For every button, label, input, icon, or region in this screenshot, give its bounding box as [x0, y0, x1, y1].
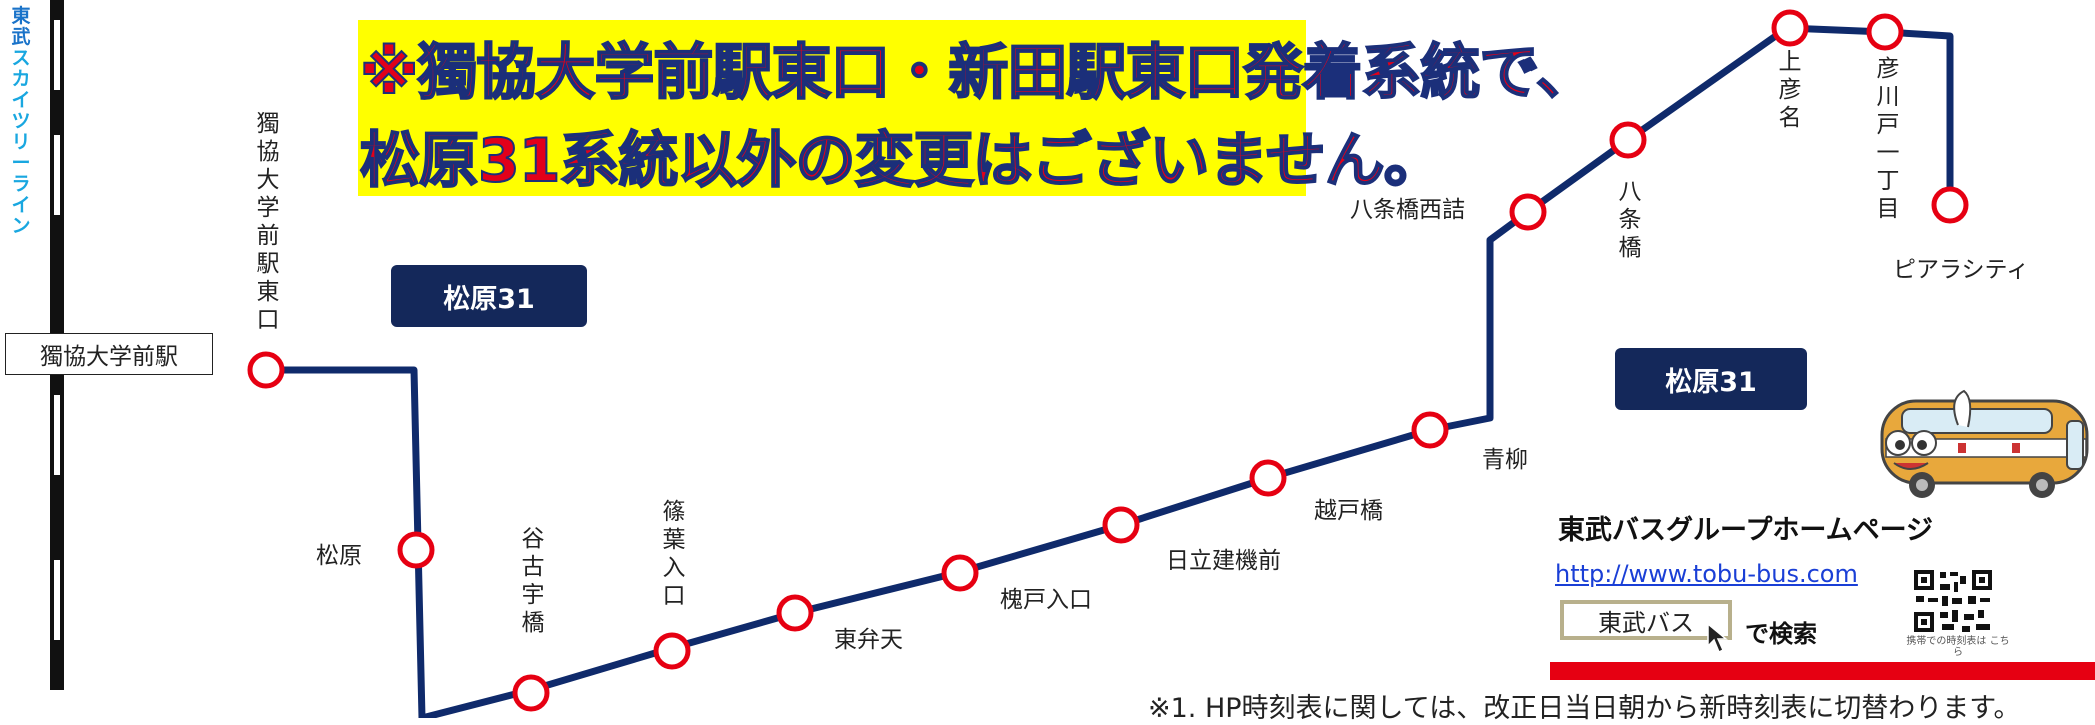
- stop-label-hikokawado-1: 彦川戸一丁目: [1874, 55, 1902, 223]
- stop-label-dokkyo-east: 獨協大学前駅東口: [254, 110, 282, 334]
- stop-label-hachijobashi-nishizume: 八条橋西詰: [1350, 197, 1465, 223]
- rail-label-char: ー: [11, 152, 31, 174]
- vertical-char: 口: [662, 583, 686, 609]
- bus-mascot-icon: [1862, 385, 2094, 505]
- route-badge-right: 松原31: [1615, 348, 1807, 410]
- stop-marker-dokkyo-east[interactable]: [247, 351, 285, 389]
- stop-marker-hachijobashi[interactable]: [1609, 121, 1647, 159]
- vertical-char: 谷: [521, 526, 545, 552]
- rail-label-char: リ: [11, 131, 31, 153]
- stop-label-shinoha-iriguchi: 篠葉入口: [660, 498, 688, 610]
- vertical-char: 葉: [662, 527, 686, 553]
- vertical-char: 彦: [1778, 77, 1802, 103]
- notice-line-1: ※獨協大学前駅東口・新田駅東口発着系統で、: [359, 37, 1597, 109]
- vertical-char: 大: [256, 167, 280, 193]
- vertical-char: 口: [256, 307, 280, 333]
- vertical-char: 川: [1876, 84, 1900, 110]
- stop-label-aoyagi: 青柳: [1482, 447, 1528, 473]
- vertical-char: 篠: [662, 499, 686, 525]
- rail-line-label: 東武スカイツリーライン: [10, 6, 32, 237]
- stop-marker-pier-city[interactable]: [1931, 186, 1969, 224]
- stop-marker-hitachi-kenki[interactable]: [1102, 506, 1140, 544]
- vertical-char: 丁: [1876, 168, 1900, 194]
- stop-marker-kami-hikona[interactable]: [1771, 9, 1809, 47]
- vertical-char: 一: [1876, 140, 1900, 166]
- accent-bar: [1550, 662, 2095, 680]
- vertical-char: 入: [662, 555, 686, 581]
- rail-label-char: ラ: [11, 173, 31, 195]
- rail-label-char: 東: [11, 5, 31, 27]
- stop-label-pier-city: ピアラシティ: [1893, 257, 2030, 283]
- notice-banner: [358, 20, 1306, 196]
- vertical-char: 協: [256, 139, 280, 165]
- search-suffix: で検索: [1745, 620, 1817, 648]
- stop-marker-hikokawado-1[interactable]: [1866, 13, 1904, 51]
- vertical-char: 橋: [521, 610, 545, 636]
- vertical-char: 前: [256, 223, 280, 249]
- stop-label-higashi-benten: 東弁天: [834, 627, 903, 653]
- stop-marker-higashi-benten[interactable]: [776, 594, 814, 632]
- search-keyword: 東武バス: [1598, 608, 1694, 637]
- rail-label-char: ン: [11, 215, 31, 237]
- rail-label-char: 武: [11, 26, 31, 48]
- notice-line-2: 松原31系統以外の変更はございません。: [359, 125, 1445, 197]
- route-badge-left: 松原31: [391, 265, 587, 327]
- vertical-char: 学: [256, 195, 280, 221]
- vertical-char: 橋: [1618, 235, 1642, 261]
- homepage-title: 東武バスグループホームページ: [1558, 515, 1934, 546]
- stop-marker-koshidobashi[interactable]: [1249, 459, 1287, 497]
- stop-label-hitachi-kenki: 日立建機前: [1166, 548, 1281, 574]
- vertical-char: 条: [1618, 207, 1642, 233]
- search-keyword-box[interactable]: 東武バス: [1560, 600, 1732, 640]
- stop-label-hachijobashi: 八条橋: [1616, 178, 1644, 262]
- rail-label-char: ツ: [11, 110, 31, 132]
- stop-label-enjudo-iriguchi: 槐戸入口: [1000, 587, 1092, 613]
- stop-marker-matsubara[interactable]: [397, 531, 435, 569]
- qr-caption: 携帯での時刻表は こちら: [1906, 636, 2010, 658]
- stop-marker-hachijobashi-nishizume[interactable]: [1509, 193, 1547, 231]
- rail-label-char: ス: [11, 47, 31, 69]
- route-stops: [247, 9, 1969, 712]
- stop-marker-yakoubashi[interactable]: [512, 674, 550, 712]
- stop-marker-enjudo-iriguchi[interactable]: [941, 554, 979, 592]
- vertical-char: 上: [1778, 49, 1802, 75]
- vertical-char: 古: [521, 554, 545, 580]
- vertical-char: 目: [1876, 196, 1900, 222]
- vertical-char: 宇: [521, 582, 545, 608]
- stop-label-kami-hikona: 上彦名: [1776, 48, 1804, 132]
- vertical-char: 戸: [1876, 112, 1900, 138]
- cursor-icon: [1706, 622, 1729, 654]
- stop-label-matsubara: 松原: [316, 543, 362, 569]
- rail-station-box: 獨協大学前駅: [5, 333, 213, 375]
- vertical-char: 八: [1618, 179, 1642, 205]
- stop-marker-shinoha-iriguchi[interactable]: [653, 632, 691, 670]
- vertical-char: 彦: [1876, 56, 1900, 82]
- rail-label-char: イ: [11, 89, 31, 111]
- homepage-link[interactable]: http://www.tobu-bus.com: [1555, 560, 1858, 588]
- vertical-char: 駅: [256, 251, 280, 277]
- footnote: ※1. HP時刻表に関しては、改正日当日朝から新時刻表に切替わります。: [1148, 693, 2021, 724]
- rail-label-char: カ: [11, 68, 31, 90]
- qr-code-icon[interactable]: [1912, 568, 1994, 634]
- vertical-char: 獨: [256, 111, 280, 137]
- vertical-char: 東: [256, 279, 280, 305]
- vertical-char: 名: [1778, 105, 1802, 131]
- stop-marker-aoyagi[interactable]: [1411, 411, 1449, 449]
- stop-label-koshidobashi: 越戸橋: [1314, 498, 1383, 524]
- stop-label-yakoubashi: 谷古宇橋: [519, 525, 547, 637]
- rail-label-char: イ: [11, 194, 31, 216]
